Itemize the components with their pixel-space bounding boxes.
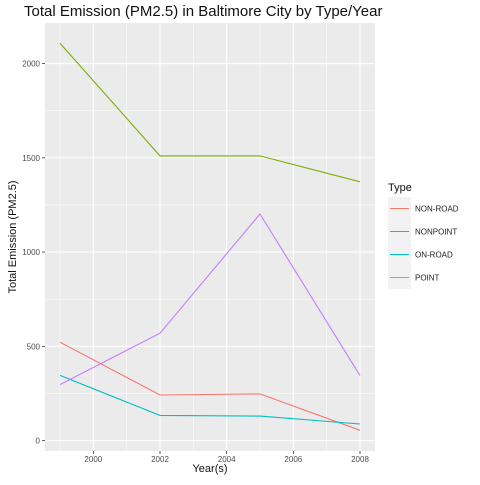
legend-label: POINT [415, 274, 440, 283]
y-tick-label: 1500 [22, 154, 40, 163]
y-axis-ticks: 0 500 1000 1500 2000 [22, 60, 45, 446]
series-line-point [59, 213, 361, 386]
plot-area [45, 23, 375, 451]
legend-title: Type [388, 182, 412, 194]
grid-major [45, 23, 375, 451]
x-axis-ticks: 2000 2002 2004 2006 2008 [84, 451, 369, 464]
legend-label: NONPOINT [415, 228, 457, 237]
y-tick-label: 0 [36, 437, 41, 446]
x-axis-label: Year(s) [192, 463, 227, 475]
x-tick-label: 2008 [351, 455, 369, 464]
y-axis-label: Total Emission (PM2.5) [7, 180, 19, 293]
x-tick-label: 2002 [151, 455, 169, 464]
legend-items: NON-ROAD NONPOINT ON-ROAD POINT [388, 197, 459, 289]
series-line-on-road [59, 374, 361, 425]
legend-label: NON-ROAD [415, 205, 459, 214]
y-tick-label: 2000 [22, 60, 40, 69]
legend: Type NON-ROAD NONPOINT ON-ROAD POINT [388, 182, 459, 289]
chart-title: Total Emission (PM2.5) in Baltimore City… [24, 3, 382, 20]
x-tick-label: 2004 [218, 455, 236, 464]
y-tick-label: 500 [27, 342, 41, 351]
x-tick-label: 2006 [284, 455, 302, 464]
legend-label: ON-ROAD [415, 251, 453, 260]
y-tick-label: 1000 [22, 248, 40, 257]
plot-background [45, 23, 375, 451]
series-lines [59, 42, 361, 431]
series-line-nonpoint [59, 42, 361, 183]
x-tick-label: 2000 [84, 455, 102, 464]
series-line-non-road [59, 341, 361, 431]
grid-minor [45, 23, 375, 451]
